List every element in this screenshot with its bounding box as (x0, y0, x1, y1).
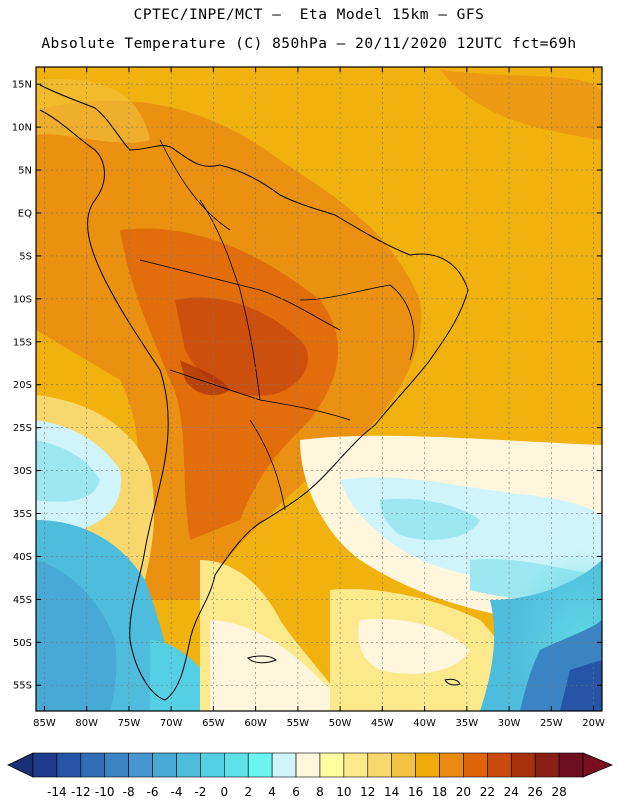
colorbar-swatch (80, 752, 106, 778)
colorbar-label: 20 (456, 785, 471, 799)
colorbar-label: -10 (95, 785, 115, 799)
lat-label: 15N (12, 80, 32, 91)
colorbar-label: 12 (360, 785, 375, 799)
colorbar-swatch (152, 752, 177, 778)
colorbar-swatch (463, 752, 488, 778)
lat-label: 40S (13, 552, 32, 563)
lat-label: 25S (13, 423, 32, 434)
lat-label: 30S (13, 466, 32, 477)
graticule (36, 67, 602, 711)
colorbar-label: 2 (244, 785, 252, 799)
colorbar-swatch (128, 752, 153, 778)
colorbar-swatch (247, 752, 273, 778)
colorbar-label: 10 (336, 785, 351, 799)
colorbar-label: -14 (47, 785, 67, 799)
colorbar-swatch (343, 752, 369, 778)
lat-label: 15S (13, 337, 32, 348)
colorbar-swatch (439, 752, 464, 778)
coastline (39, 84, 469, 701)
lon-label: 45W (371, 718, 394, 729)
colorbar-label: 22 (480, 785, 495, 799)
lon-label: 50W (329, 718, 352, 729)
lon-label: 80W (75, 718, 98, 729)
temperature-field (36, 67, 602, 711)
lat-label: 5N (18, 166, 32, 177)
colorbar-swatch (176, 752, 201, 778)
title-line-1: CPTEC/INPE/MCT – Eta Model 15km – GFS (133, 7, 485, 23)
lat-label: 20S (13, 380, 32, 391)
colorbar-label: -12 (71, 785, 91, 799)
lat-label: 35S (13, 509, 32, 520)
colorbar-swatch (367, 752, 392, 778)
colorbar-swatch (200, 752, 225, 778)
colorbar-swatch (415, 752, 440, 778)
colorbar-swatch (510, 752, 536, 778)
lon-label: 75W (118, 718, 141, 729)
lon-label: 60W (244, 718, 267, 729)
colorbar-label: 18 (432, 785, 447, 799)
colorbar-swatch (487, 752, 512, 778)
lat-label: 10S (13, 294, 32, 305)
colorbar-label: 24 (504, 785, 519, 799)
longitude-labels: 85W 80W 75W 70W 65W 60W 55W 50W 45W 40W 35W 30W 25W 2… (33, 718, 605, 729)
map-frame (35, 66, 603, 712)
colorbar-swatch (104, 752, 129, 778)
colorbar-over-arrow (582, 752, 614, 778)
title-line-2: Absolute Temperature (C) 850hPa – 20/11/… (41, 36, 577, 52)
colorbar-swatch (534, 752, 560, 778)
colorbar-swatch (224, 752, 249, 778)
colorbar-swatch (271, 752, 297, 778)
colorbar-label: 16 (408, 785, 423, 799)
colorbar-label: -2 (194, 785, 206, 799)
lon-label: 55W (287, 718, 310, 729)
colorbar-label: -8 (123, 785, 135, 799)
lon-label: 35W (456, 718, 479, 729)
lon-label: 70W (160, 718, 183, 729)
colorbar-label: 8 (316, 785, 324, 799)
colorbar-label: 26 (528, 785, 543, 799)
lon-label: 65W (202, 718, 225, 729)
colorbar-label: 4 (268, 785, 276, 799)
colorbar-label: -4 (170, 785, 182, 799)
colorbar-label: -6 (147, 785, 159, 799)
colorbar-swatch (558, 752, 584, 778)
lon-label: 85W (33, 718, 56, 729)
lat-label: 50S (13, 638, 32, 649)
latitude-labels: 15N 10N 5N EQ 5S 10S 15S 20S 25S 30S 35S 40S 45S 50S 5… (12, 80, 32, 692)
colorbar-label: 0 (220, 785, 228, 799)
lon-label: 25W (540, 718, 563, 729)
colorbar-under-arrow (7, 752, 34, 778)
colorbar-swatch (391, 752, 416, 778)
color-bar (7, 752, 614, 778)
colorbar-label: 28 (551, 785, 566, 799)
lon-label: 30W (498, 718, 521, 729)
lat-label: 10N (12, 123, 32, 134)
colorbar-swatch (32, 752, 58, 778)
lon-label: 40W (413, 718, 436, 729)
lat-label: EQ (18, 208, 32, 219)
lat-label: 45S (13, 595, 32, 606)
colorbar-swatch (295, 752, 321, 778)
lat-label: 5S (19, 251, 32, 262)
colorbar-swatch (56, 752, 82, 778)
lat-label: 55S (13, 681, 32, 692)
colorbar-label: 14 (384, 785, 399, 799)
color-bar-labels: -14 -12 -10 -8 -6 -4 -2 0 2 4 6 8 10 12 14 16 18 20 22 24 26… (47, 785, 567, 799)
colorbar-swatch (319, 752, 345, 778)
colorbar-label: 6 (292, 785, 300, 799)
lon-label: 20W (582, 718, 605, 729)
